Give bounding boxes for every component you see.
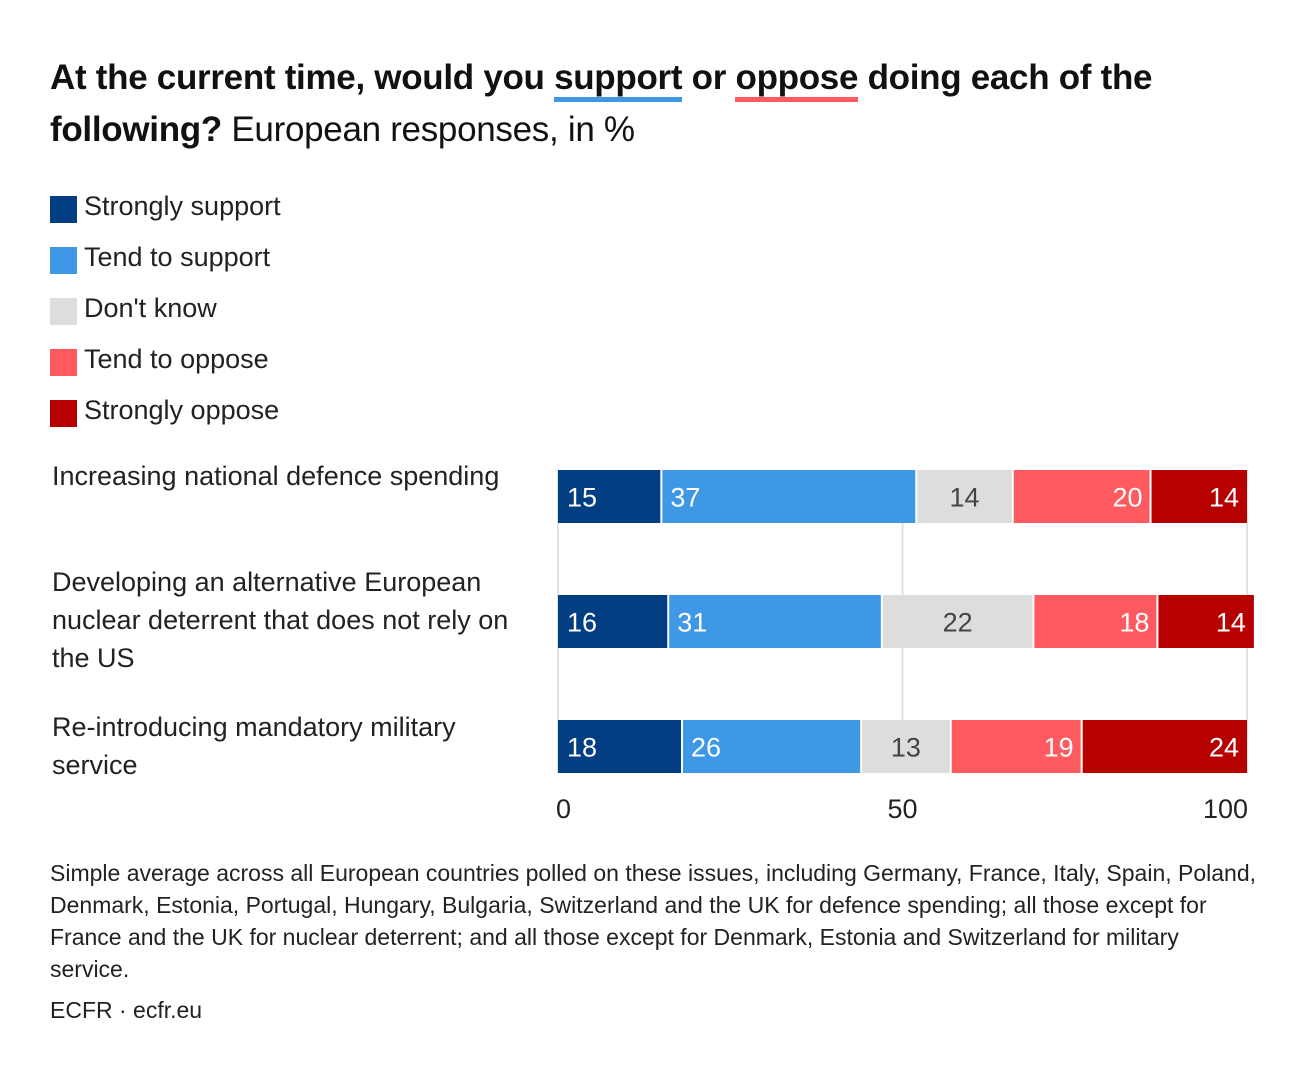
bar-segment <box>668 595 882 648</box>
bar-segment <box>558 595 669 648</box>
bar-segment <box>558 470 662 523</box>
data-label: 15 <box>567 483 597 513</box>
x-tick-label: 0 <box>556 794 571 824</box>
bar-segment <box>916 470 1013 523</box>
data-label: 24 <box>1209 733 1239 763</box>
x-tick-label: 50 <box>887 794 917 824</box>
legend-swatch <box>50 247 77 274</box>
bar-segment <box>861 720 951 773</box>
bar-segment <box>1150 470 1247 523</box>
data-label: 19 <box>1044 733 1074 763</box>
title-part-1: At the current time, would you <box>50 58 555 97</box>
bar-segment <box>682 720 862 773</box>
data-label: 18 <box>1119 608 1149 638</box>
data-label: 31 <box>677 608 707 638</box>
bar-segment <box>881 595 1034 648</box>
bar-segment <box>1157 595 1254 648</box>
credit: ECFR · ecfr.eu <box>50 997 203 1023</box>
title-support-word: support <box>554 58 683 102</box>
category-label-military-service: Re-introducing mandatory military servic… <box>52 712 456 780</box>
data-label: 37 <box>670 483 700 513</box>
legend-label: Don't know <box>84 293 217 323</box>
bar-segment <box>1033 595 1158 648</box>
legend-label: Tend to oppose <box>84 344 269 374</box>
bar-segment <box>1012 470 1151 523</box>
data-label: 14 <box>1209 483 1239 513</box>
data-label: 22 <box>943 608 973 638</box>
title-part-2: or <box>682 58 736 97</box>
data-label: 13 <box>891 733 921 763</box>
data-label: 20 <box>1112 483 1142 513</box>
data-label: 14 <box>949 483 979 513</box>
legend-swatch <box>50 196 77 223</box>
bar-segment <box>661 470 917 523</box>
category-label-nuclear-deterrent: Developing an alternative European nucle… <box>52 567 509 673</box>
legend-label: Strongly support <box>84 191 281 221</box>
legend-swatch <box>50 400 77 427</box>
data-label: 18 <box>567 733 597 763</box>
bar-segment <box>1081 720 1247 773</box>
source-note: Simple average across all European count… <box>50 860 1257 982</box>
legend-label: Tend to support <box>84 242 271 272</box>
legend-swatch <box>50 298 77 325</box>
legend-label: Strongly oppose <box>84 395 280 425</box>
bar-segment <box>558 720 683 773</box>
title-part-3: doing each of the following? <box>50 58 1153 149</box>
chart-subtitle: European responses, in % <box>231 110 635 149</box>
x-tick-label: 100 <box>1203 794 1248 824</box>
category-label-defence-spending: Increasing national defence spending <box>52 461 500 491</box>
legend-swatch <box>50 349 77 376</box>
bar-segment <box>950 720 1082 773</box>
data-label: 16 <box>567 608 597 638</box>
title-oppose-word: oppose <box>735 58 858 102</box>
data-label: 26 <box>691 733 721 763</box>
chart-title: At the current time, would you support o… <box>50 52 1250 156</box>
data-label: 14 <box>1216 608 1246 638</box>
